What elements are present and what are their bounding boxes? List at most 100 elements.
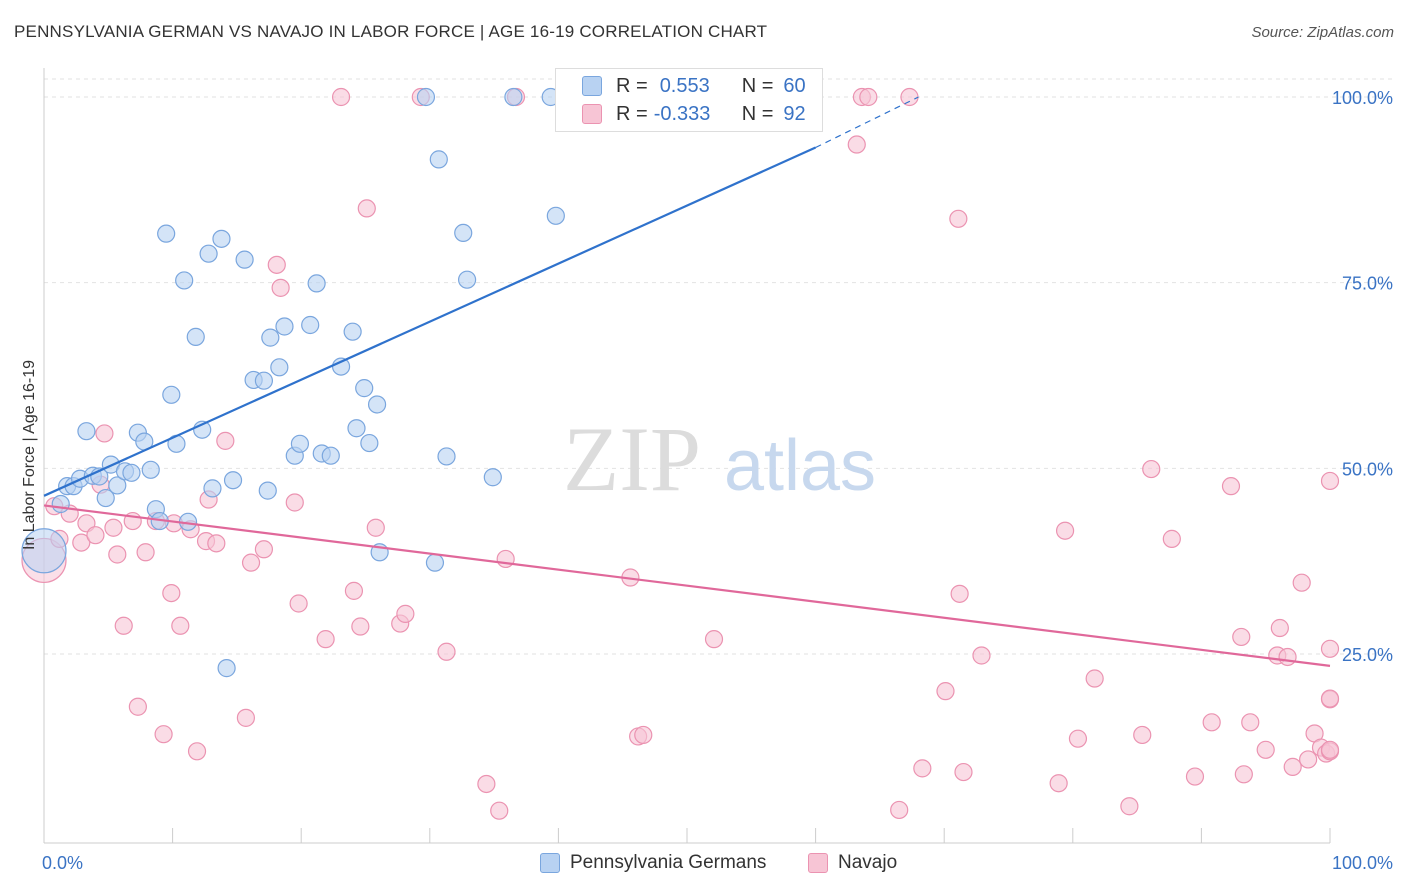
point-navajo (1232, 627, 1251, 647)
point-navajo (1185, 767, 1205, 786)
axes (43, 68, 1331, 844)
chart-source: Source: ZipAtlas.com (1251, 24, 1394, 41)
point-navajo (357, 199, 376, 218)
point-pennsylvania-german (186, 327, 205, 346)
point-pennsylvania-german (416, 87, 436, 107)
legend-item-pennsylvania-germans: Pennsylvania Germans (540, 852, 766, 874)
point-navajo (95, 424, 114, 443)
point-navajo (72, 533, 91, 552)
point-navajo (1085, 669, 1104, 688)
point-navajo (271, 278, 290, 297)
point-navajo (913, 759, 932, 778)
stats-legend: R = 0.553 N = 60 R = -0.333 N = 92 (555, 68, 823, 132)
point-pennsylvania-german (51, 494, 70, 514)
point-pennsylvania-german (254, 371, 274, 390)
point-pennsylvania-german (21, 528, 67, 574)
point-pennsylvania-german (301, 315, 320, 335)
point-pennsylvania-german (343, 322, 362, 341)
point-navajo (1221, 477, 1241, 496)
legend-row-pink: R = -0.333 N = 92 (556, 100, 806, 128)
point-navajo (1068, 729, 1088, 748)
point-pennsylvania-german (504, 87, 523, 107)
point-pennsylvania-german (307, 274, 326, 293)
point-navajo (936, 682, 955, 701)
point-navajo (1055, 521, 1075, 540)
point-pennsylvania-german (483, 468, 502, 487)
point-pennsylvania-german (203, 479, 222, 498)
point-navajo (351, 617, 370, 636)
point-pennsylvania-german (275, 317, 294, 336)
legend-label: Pennsylvania Germans (570, 852, 767, 873)
watermark: ZIP atlas (563, 408, 876, 510)
point-pennsylvania-german (355, 379, 374, 398)
point-navajo (171, 616, 190, 635)
point-pennsylvania-german (360, 433, 379, 453)
chart-title: PENNSYLVANIA GERMAN VS NAVAJO IN LABOR F… (14, 22, 768, 41)
legend-n-label: N = (741, 102, 774, 125)
point-navajo (108, 545, 127, 564)
point-navajo (1320, 471, 1340, 491)
point-pennsylvania-german (199, 244, 218, 263)
point-navajo (1278, 647, 1297, 667)
point-pennsylvania-german (367, 395, 387, 414)
point-navajo (949, 209, 968, 228)
point-navajo (1283, 757, 1302, 776)
point-navajo (154, 725, 173, 744)
legend-n-label: N = (741, 74, 774, 97)
trend-lines (43, 96, 1331, 667)
legend-swatch-blue (582, 76, 602, 96)
trend-line-pennsylvania-germans-extension (815, 96, 919, 149)
point-pennsylvania-german (162, 385, 181, 404)
point-pennsylvania-german (235, 250, 254, 269)
legend-r-label: R = (616, 74, 648, 97)
point-navajo (1162, 529, 1181, 548)
point-pennsylvania-german (270, 358, 289, 377)
y-tick-label: 25.0% (1342, 645, 1393, 665)
point-navajo (1299, 750, 1318, 769)
x-tick-label: 100.0% (1332, 853, 1393, 873)
point-pennsylvania-german (108, 476, 127, 495)
point-pennsylvania-german (290, 434, 310, 453)
point-navajo (1320, 689, 1340, 708)
y-tick-label: 50.0% (1342, 459, 1393, 479)
point-pennsylvania-german (321, 446, 340, 465)
legend-n-value: 60 (783, 74, 806, 97)
watermark-zip: ZIP (563, 408, 701, 510)
point-navajo (1049, 774, 1068, 793)
point-navajo (316, 630, 335, 649)
point-pennsylvania-german (122, 463, 141, 482)
legend-n-value: 92 (783, 102, 806, 125)
point-navajo (1270, 618, 1289, 638)
point-pennsylvania-german (429, 150, 448, 169)
legend-swatch-pink (582, 104, 602, 124)
point-navajo (187, 742, 207, 761)
point-navajo (704, 630, 724, 649)
point-navajo (366, 518, 385, 537)
point-navajo (1320, 639, 1340, 658)
legend-label: Navajo (838, 852, 898, 873)
point-navajo (847, 135, 866, 154)
point-navajo (1142, 459, 1161, 479)
point-pennsylvania-german (258, 481, 277, 500)
point-navajo (1202, 713, 1221, 732)
legend-r-value: -0.333 (653, 102, 711, 125)
point-navajo (1234, 765, 1253, 784)
point-navajo (285, 493, 304, 512)
point-navajo (162, 584, 181, 603)
trend-line-navajo (43, 504, 1331, 667)
point-navajo (950, 584, 969, 603)
point-navajo (954, 762, 973, 782)
point-pennsylvania-german (457, 270, 477, 289)
point-navajo (104, 518, 123, 537)
point-pennsylvania-german (175, 271, 194, 290)
point-pennsylvania-german (212, 229, 231, 248)
point-navajo (1133, 725, 1152, 745)
point-pennsylvania-german (454, 223, 473, 243)
point-navajo (114, 616, 133, 635)
point-navajo (477, 774, 496, 794)
point-pennsylvania-german (546, 206, 565, 225)
point-navajo (236, 708, 256, 727)
point-navajo (900, 87, 919, 107)
point-navajo (331, 87, 351, 107)
point-navajo (128, 697, 147, 716)
